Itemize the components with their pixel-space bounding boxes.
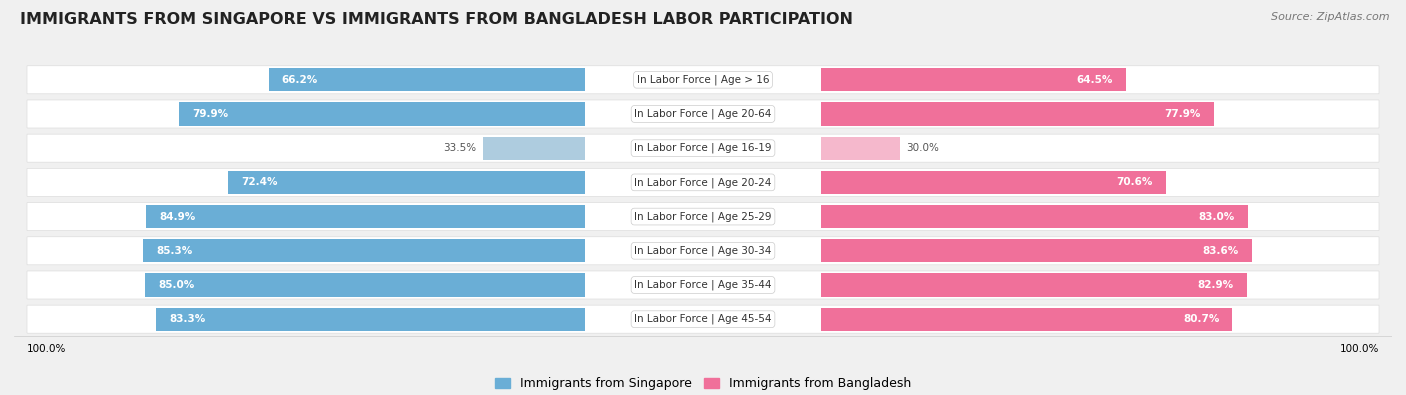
Text: 83.0%: 83.0% — [1198, 212, 1234, 222]
Text: 80.7%: 80.7% — [1182, 314, 1219, 324]
Bar — [821, 308, 1233, 331]
Bar — [821, 205, 1247, 228]
Bar — [143, 239, 585, 262]
Bar — [269, 68, 585, 91]
Text: 85.3%: 85.3% — [156, 246, 193, 256]
FancyBboxPatch shape — [27, 237, 1379, 265]
Bar — [228, 171, 585, 194]
Text: In Labor Force | Age 35-44: In Labor Force | Age 35-44 — [634, 280, 772, 290]
Text: 79.9%: 79.9% — [191, 109, 228, 119]
Text: IMMIGRANTS FROM SINGAPORE VS IMMIGRANTS FROM BANGLADESH LABOR PARTICIPATION: IMMIGRANTS FROM SINGAPORE VS IMMIGRANTS … — [20, 12, 852, 27]
FancyBboxPatch shape — [27, 100, 1379, 128]
FancyBboxPatch shape — [27, 305, 1379, 333]
Bar — [821, 273, 1247, 297]
Text: In Labor Force | Age 20-24: In Labor Force | Age 20-24 — [634, 177, 772, 188]
Text: 84.9%: 84.9% — [159, 212, 195, 222]
Bar — [179, 102, 585, 126]
FancyBboxPatch shape — [27, 203, 1379, 231]
Bar — [821, 239, 1251, 262]
FancyBboxPatch shape — [27, 168, 1379, 196]
Text: 33.5%: 33.5% — [443, 143, 477, 153]
Text: 82.9%: 82.9% — [1198, 280, 1234, 290]
Text: 83.6%: 83.6% — [1202, 246, 1239, 256]
Bar — [145, 273, 585, 297]
Text: In Labor Force | Age 45-54: In Labor Force | Age 45-54 — [634, 314, 772, 324]
Text: 70.6%: 70.6% — [1116, 177, 1153, 187]
Text: 77.9%: 77.9% — [1164, 109, 1201, 119]
FancyBboxPatch shape — [27, 271, 1379, 299]
FancyBboxPatch shape — [27, 134, 1379, 162]
Text: In Labor Force | Age 20-64: In Labor Force | Age 20-64 — [634, 109, 772, 119]
Text: 85.0%: 85.0% — [159, 280, 194, 290]
Bar — [821, 137, 900, 160]
Bar — [821, 68, 1126, 91]
Text: In Labor Force | Age 16-19: In Labor Force | Age 16-19 — [634, 143, 772, 153]
Text: 66.2%: 66.2% — [281, 75, 318, 85]
Text: In Labor Force | Age > 16: In Labor Force | Age > 16 — [637, 75, 769, 85]
Bar — [484, 137, 585, 160]
Bar — [821, 102, 1215, 126]
Text: In Labor Force | Age 30-34: In Labor Force | Age 30-34 — [634, 246, 772, 256]
Text: 72.4%: 72.4% — [240, 177, 277, 187]
Bar — [146, 205, 585, 228]
Text: 30.0%: 30.0% — [907, 143, 939, 153]
Text: Source: ZipAtlas.com: Source: ZipAtlas.com — [1271, 12, 1389, 22]
Text: In Labor Force | Age 25-29: In Labor Force | Age 25-29 — [634, 211, 772, 222]
Text: 64.5%: 64.5% — [1077, 75, 1114, 85]
Bar — [156, 308, 585, 331]
FancyBboxPatch shape — [27, 66, 1379, 94]
Bar — [821, 171, 1166, 194]
Text: 83.3%: 83.3% — [170, 314, 205, 324]
Legend: Immigrants from Singapore, Immigrants from Bangladesh: Immigrants from Singapore, Immigrants fr… — [489, 372, 917, 395]
